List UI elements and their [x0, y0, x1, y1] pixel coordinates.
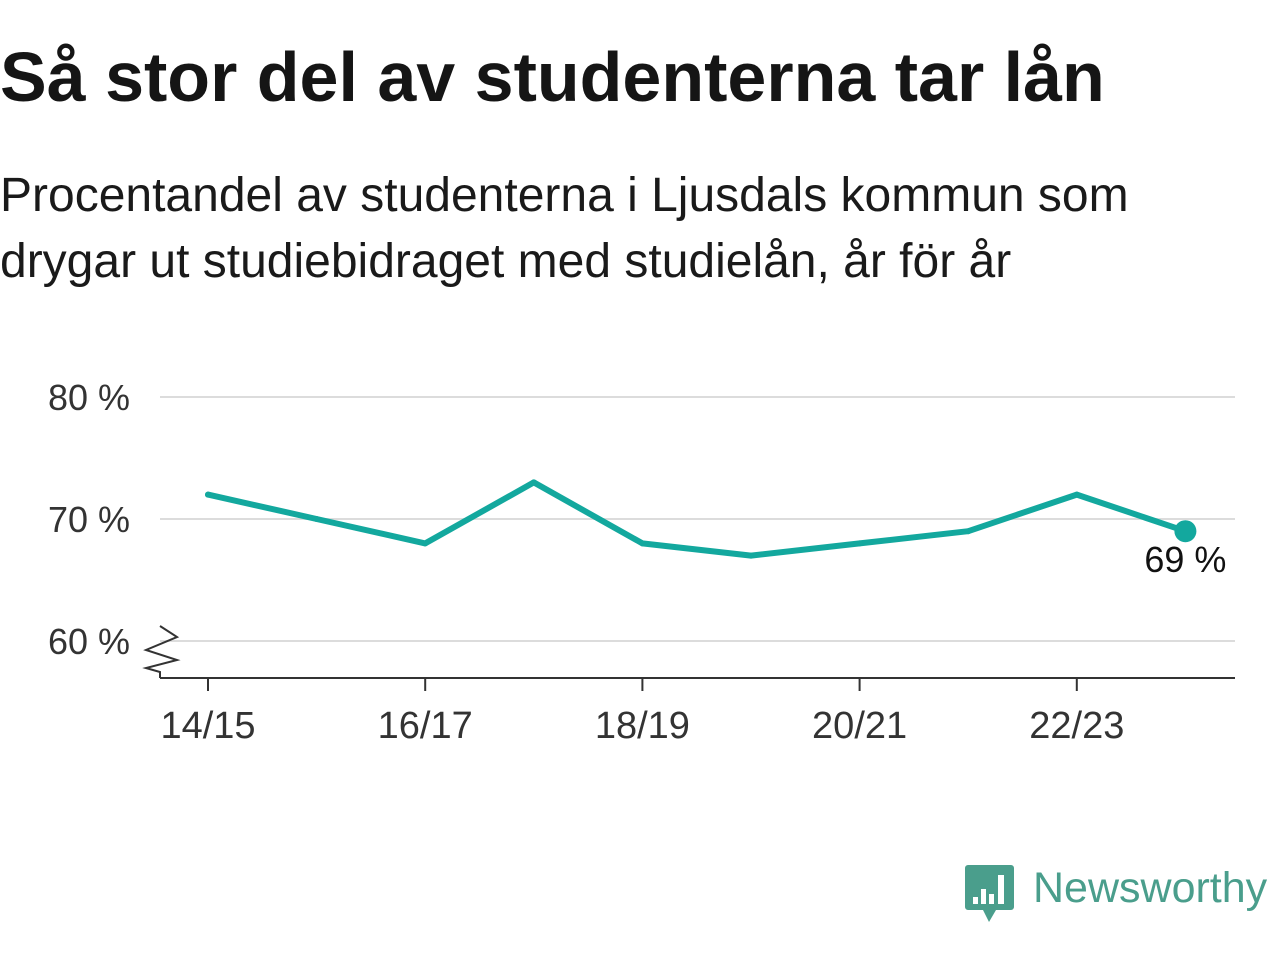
x-tick-label: 20/21 — [812, 705, 907, 747]
newsworthy-logo-text: Newsworthy — [1033, 864, 1268, 912]
end-value-label: 69 % — [1144, 539, 1226, 580]
data-point — [530, 479, 537, 486]
data-point — [205, 491, 211, 498]
chart-subtitle: Procentandel av studenterna i Ljusdals k… — [0, 169, 1129, 288]
line-chart: 80 % 70 % 60 % 14/15 16/17 18/19 20/21 22/23 69 … — [48, 377, 1235, 747]
data-point — [748, 552, 754, 559]
y-tick-label: 60 % — [48, 621, 130, 662]
y-axis-break — [142, 625, 181, 678]
y-tick-label: 80 % — [48, 377, 130, 418]
data-point — [313, 516, 320, 522]
chart-title: Så stor del av studenterna tar lån — [0, 38, 1105, 116]
x-tick-label: 18/19 — [595, 705, 690, 747]
data-point — [422, 540, 429, 547]
x-tick-label: 14/15 — [160, 705, 255, 747]
newsworthy-logo-icon — [965, 865, 1014, 922]
data-point — [856, 540, 863, 547]
data-point — [639, 540, 646, 547]
x-tick-label: 16/17 — [378, 705, 473, 747]
y-tick-label: 70 % — [48, 499, 130, 540]
series-line — [205, 479, 1189, 559]
data-point — [1073, 491, 1080, 498]
x-tick-label: 22/23 — [1029, 705, 1124, 747]
data-point — [965, 528, 972, 535]
end-point-marker — [1174, 520, 1197, 543]
